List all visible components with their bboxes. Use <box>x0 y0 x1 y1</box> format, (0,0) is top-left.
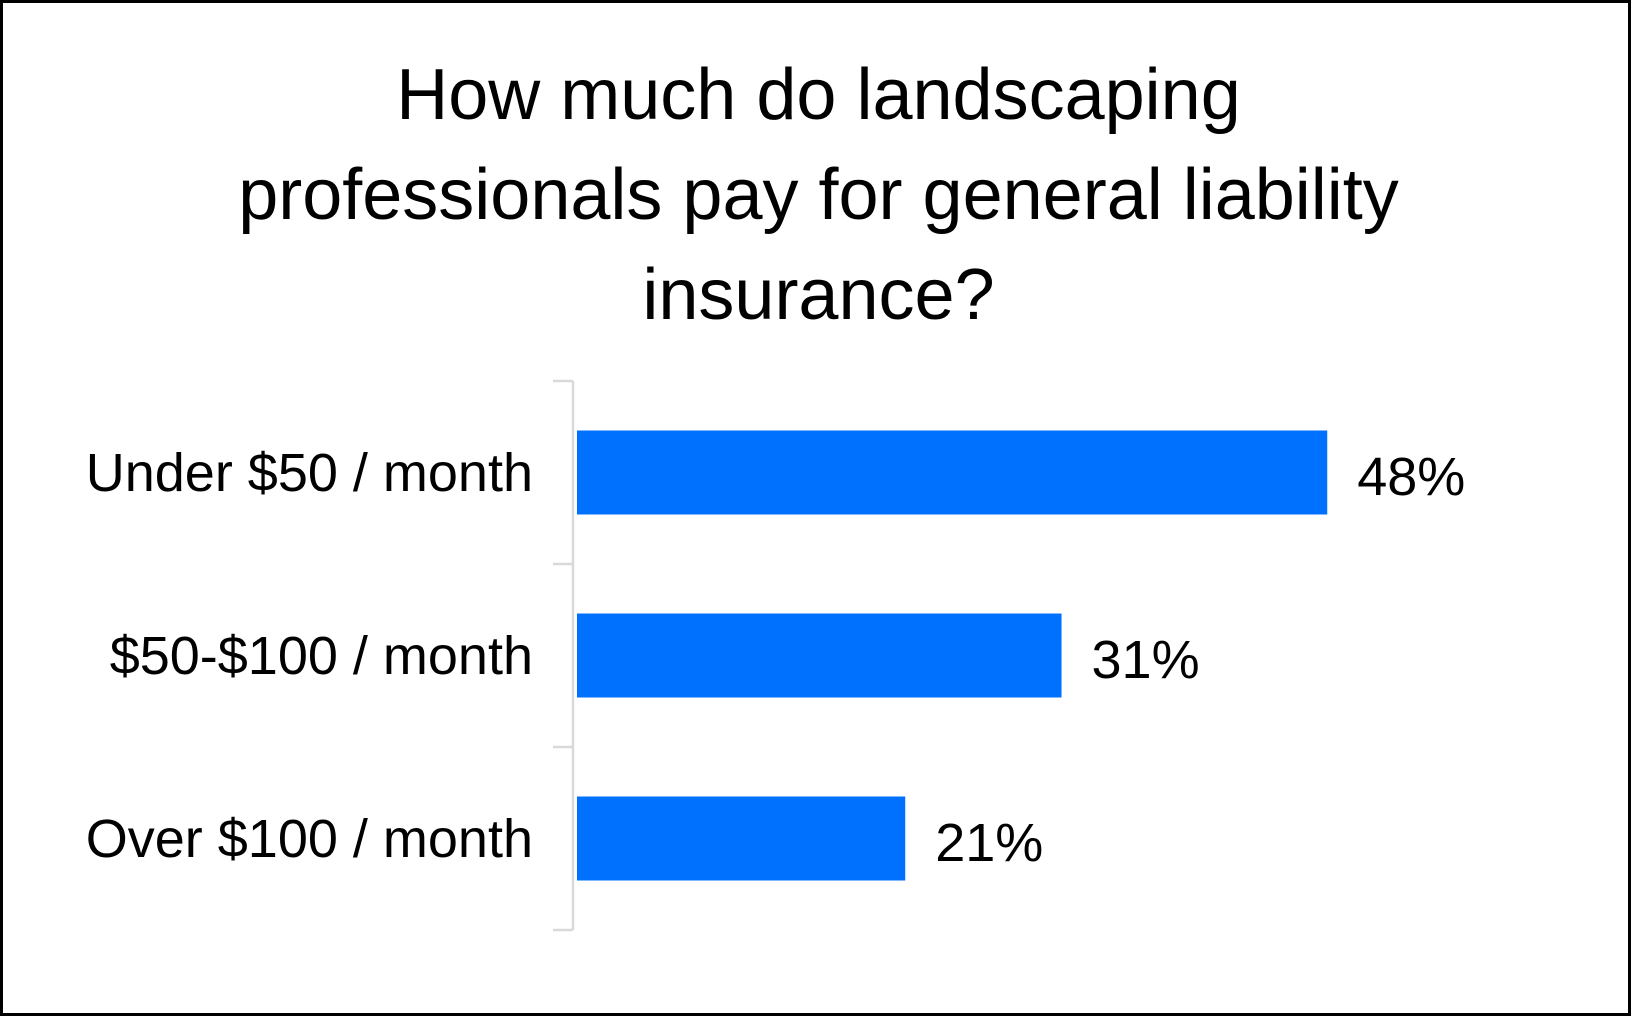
category-label: Over $100 / month <box>86 809 533 869</box>
bar <box>577 796 906 881</box>
bar <box>577 430 1328 515</box>
data-label: 21% <box>935 813 1043 873</box>
category-axis: Under $50 / month $50-$100 / month Over $1… <box>86 379 575 932</box>
data-label: 48% <box>1357 447 1465 507</box>
bar-chart-plot: Under $50 / month $50-$100 / month Over $1… <box>86 379 1465 932</box>
bar-series: 48% 31% 21% <box>577 430 1465 881</box>
chart-title-line-1: How much do landscaping <box>396 55 1241 135</box>
chart-title-line-2: professionals pay for general liability <box>238 155 1399 235</box>
bar <box>577 613 1062 698</box>
category-label: $50-$100 / month <box>110 626 533 686</box>
chart-title: How much do landscaping professionals pa… <box>3 45 1631 345</box>
chart-title-line-3: insurance? <box>642 255 995 335</box>
category-label: Under $50 / month <box>86 443 533 503</box>
data-label: 31% <box>1092 630 1200 690</box>
